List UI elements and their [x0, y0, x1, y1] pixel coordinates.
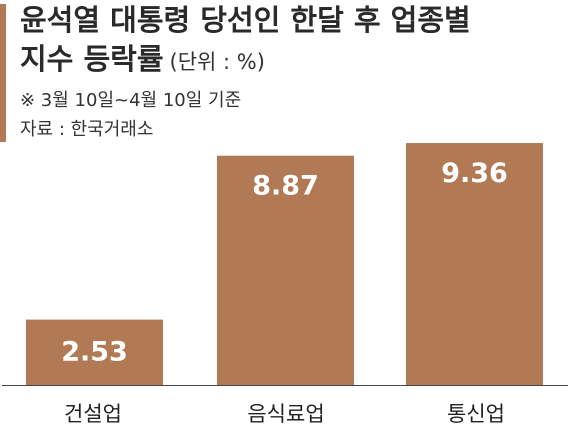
unit-label: (단위 : %) [169, 50, 265, 74]
category-label-2: 음식료업 [247, 402, 324, 426]
bar-3 [406, 143, 543, 385]
title-accent-bar [0, 4, 6, 142]
bar-value-label-3: 9.36 [441, 158, 508, 189]
bar-value-label-2: 8.87 [252, 171, 319, 202]
bar-1 [26, 319, 163, 385]
bar-value-label-1: 2.53 [61, 337, 128, 368]
chart-title-line1: 윤석열 대통령 당선인 한달 후 업종별 [20, 1, 471, 39]
bar-2 [217, 155, 354, 385]
title-text-1: 윤석열 대통령 당선인 한달 후 업종별 [20, 3, 471, 37]
chart-title-line2: 지수 등락률 (단위 : %) [20, 40, 265, 81]
date-note: ※ 3월 10일~4월 10일 기준 [20, 90, 242, 111]
category-label-3: 통신업 [447, 402, 505, 426]
title-text-2: 지수 등락률 [20, 42, 164, 76]
category-label-1: 건설업 [64, 402, 122, 426]
source-note: 자료 : 한국거래소 [20, 119, 154, 140]
